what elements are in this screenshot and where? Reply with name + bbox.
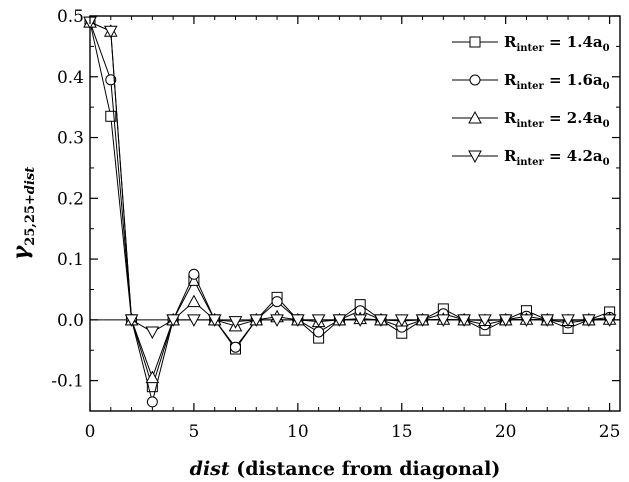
legend-layer: Rinter = 1.4a0 Rinter = 1.6a0 Rinter = 2.4… <box>452 33 610 168</box>
legend-label: Rinter = 1.6a0 <box>504 71 610 92</box>
series-1 <box>84 16 616 393</box>
y-tick-label: 0.4 <box>57 68 84 88</box>
data-point <box>291 314 305 327</box>
series-4 <box>83 16 617 340</box>
series-layer <box>83 15 617 408</box>
y-tick-label: 0.3 <box>57 129 84 149</box>
data-point <box>207 314 222 327</box>
data-point <box>581 314 596 327</box>
data-point <box>146 396 158 408</box>
legend-marker <box>469 74 481 86</box>
data-point <box>498 314 513 327</box>
data-point <box>478 314 492 327</box>
series-line <box>89 21 610 403</box>
titles-layer: dist (distance from diagonal) γ25,25+dist <box>8 167 500 480</box>
legend-marker <box>468 110 482 124</box>
y-tick-label: 0.5 <box>57 7 84 27</box>
data-point <box>270 314 284 327</box>
legend-entry: Rinter = 2.4a0 <box>452 109 610 130</box>
data-point <box>271 296 283 308</box>
data-point <box>105 110 117 122</box>
plot-border <box>89 15 621 412</box>
legend-entry: Rinter = 1.4a0 <box>452 33 610 54</box>
data-point <box>187 314 201 327</box>
y-tick-label: -0.1 <box>51 372 84 392</box>
ticks-layer: 0 5 10 15 20 25 0.5 0.4 0.3 0.2 0.1 0.0 -0.1 <box>51 7 620 442</box>
legend-entry: Rinter = 1.6a0 <box>452 71 610 92</box>
data-point <box>561 314 575 327</box>
data-point <box>145 370 160 384</box>
x-tick-label: 20 <box>495 422 517 442</box>
data-point <box>187 294 201 308</box>
legend-label: Rinter = 1.4a0 <box>504 33 610 54</box>
data-point <box>145 326 160 340</box>
legend-marker <box>468 150 482 164</box>
data-point <box>103 25 118 39</box>
y-axis-title: γ25,25+dist <box>8 167 38 261</box>
y-tick-label: 0.2 <box>57 189 84 209</box>
data-point <box>188 268 200 280</box>
x-tick-label: 15 <box>391 422 413 442</box>
y-tick-label: 0.0 <box>57 311 84 331</box>
series-line <box>89 21 610 389</box>
x-tick-label: 0 <box>85 422 96 442</box>
plot-frame <box>89 15 621 412</box>
legend-entry: Rinter = 4.2a0 <box>452 147 610 168</box>
data-point <box>374 314 388 327</box>
data-point <box>353 314 368 327</box>
x-tick-label: 10 <box>287 422 309 442</box>
data-point <box>519 314 534 327</box>
series-line <box>89 21 610 333</box>
legend-label: Rinter = 2.4a0 <box>504 109 610 130</box>
data-point <box>166 314 180 327</box>
x-tick-label: 25 <box>599 422 621 442</box>
data-point <box>124 314 139 327</box>
data-point <box>228 316 243 329</box>
data-point <box>105 74 117 86</box>
data-point <box>394 314 409 327</box>
data-point <box>249 314 264 327</box>
legend-marker <box>469 36 481 48</box>
x-tick-label: 5 <box>189 422 200 442</box>
data-point <box>229 341 241 353</box>
data-point <box>457 314 471 327</box>
data-point <box>332 314 347 327</box>
series-3 <box>83 15 617 384</box>
data-point <box>313 326 325 338</box>
data-point <box>311 314 326 327</box>
data-point <box>436 314 451 327</box>
x-axis-title: dist (distance from diagonal) <box>190 458 501 480</box>
y-tick-label: 0.1 <box>57 250 84 270</box>
data-point <box>540 314 555 327</box>
data-point <box>415 314 430 327</box>
legend-label: Rinter = 4.2a0 <box>504 147 610 168</box>
